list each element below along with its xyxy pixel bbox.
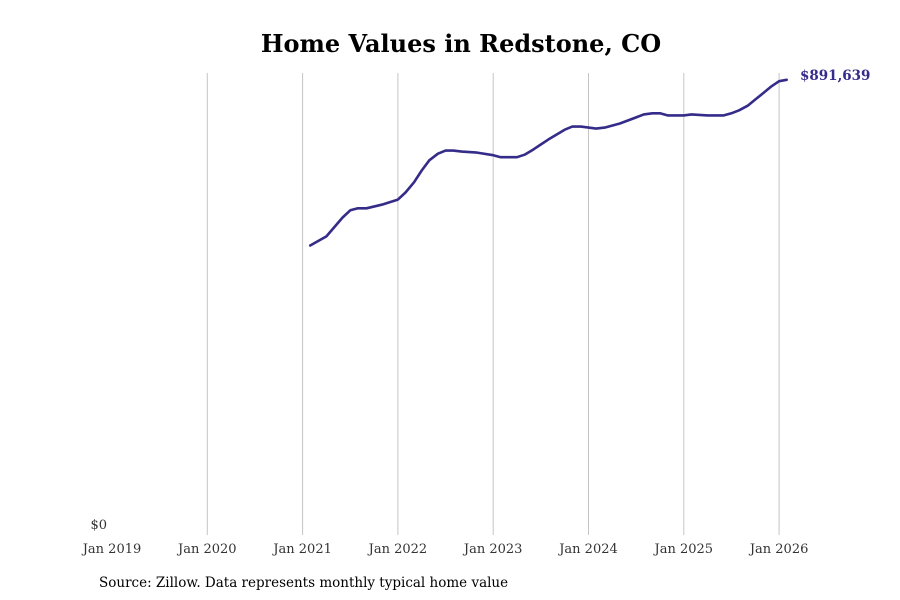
source-note: Source: Zillow. Data represents monthly … bbox=[99, 575, 508, 591]
x-tick-label: Jan 2021 bbox=[271, 542, 332, 557]
y-tick-label: $0 bbox=[90, 518, 107, 533]
x-axis: Jan 2019 Jan 2020 Jan 2021 Jan 2022 Jan 2023… bbox=[81, 542, 809, 557]
chart-title: Home Values in Redstone, CO bbox=[261, 29, 661, 58]
end-value-label: $891,639 bbox=[800, 68, 870, 84]
x-tick-label: Jan 2019 bbox=[81, 542, 142, 557]
series-line bbox=[308, 78, 788, 247]
x-tick-label: Jan 2020 bbox=[176, 542, 237, 557]
x-tick-label: Jan 2026 bbox=[748, 542, 809, 557]
x-tick-label: Jan 2022 bbox=[367, 542, 428, 557]
grid-lines bbox=[206, 73, 780, 535]
x-tick-label: Jan 2024 bbox=[557, 542, 618, 557]
x-tick-label: Jan 2025 bbox=[653, 542, 714, 557]
x-tick-label: Jan 2023 bbox=[462, 542, 523, 557]
